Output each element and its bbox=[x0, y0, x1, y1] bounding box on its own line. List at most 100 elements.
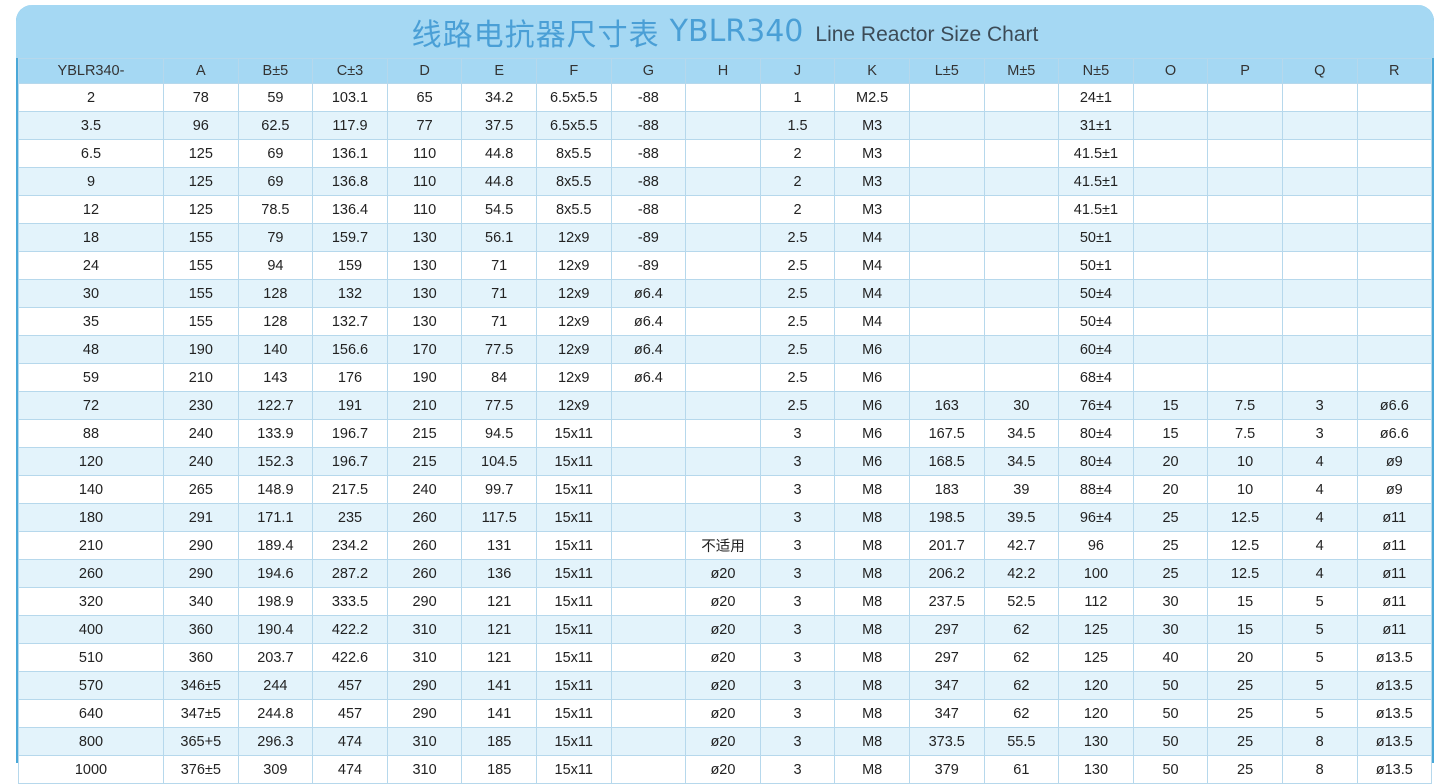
table-cell: 41.5±1 bbox=[1058, 167, 1134, 196]
table-cell bbox=[1281, 251, 1358, 280]
table-cell bbox=[610, 391, 687, 420]
table-cell bbox=[908, 167, 985, 196]
table-cell: ø20 bbox=[685, 671, 761, 700]
table-cell: 132 bbox=[312, 279, 388, 308]
table-cell: 3 bbox=[759, 615, 836, 644]
table-cell: M8 bbox=[834, 755, 910, 784]
table-cell: 31±1 bbox=[1058, 111, 1134, 140]
table-row: 2 78 59 103.1 65 34.2 6.5x5.5 -88 1 M2.5 24±1 bbox=[18, 83, 1433, 112]
table-cell: M8 bbox=[834, 615, 910, 644]
table-cell: ø13.5 bbox=[1356, 671, 1433, 700]
table-cell: 15x11 bbox=[535, 419, 612, 448]
table-cell: M6 bbox=[834, 391, 910, 420]
table-cell: ø11 bbox=[1356, 503, 1433, 532]
table-cell: 132.7 bbox=[312, 307, 388, 336]
table-cell: 88±4 bbox=[1058, 475, 1134, 504]
table-cell: 230 bbox=[163, 391, 239, 420]
table-cell bbox=[685, 447, 761, 476]
table-cell: 20 bbox=[1132, 475, 1209, 504]
table-cell: ø11 bbox=[1356, 587, 1433, 616]
table-cell bbox=[1356, 223, 1433, 252]
table-cell: M4 bbox=[834, 223, 910, 252]
table-cell: 3 bbox=[759, 447, 836, 476]
table-cell: 110 bbox=[386, 195, 463, 224]
table-cell: 244 bbox=[237, 671, 314, 700]
table-cell: 310 bbox=[386, 643, 463, 672]
table-cell: 140 bbox=[18, 475, 164, 504]
column-header: Q bbox=[1281, 58, 1358, 84]
table-cell bbox=[610, 419, 687, 448]
table-cell: 25 bbox=[1207, 699, 1283, 728]
table-cell: 310 bbox=[386, 755, 463, 784]
table-cell: 474 bbox=[312, 727, 388, 756]
table-cell: 143 bbox=[237, 363, 314, 392]
title-chinese: 线路电抗器尺寸表 bbox=[411, 17, 660, 53]
table-cell: ø6.6 bbox=[1356, 391, 1433, 420]
table-cell: 30 bbox=[18, 279, 164, 308]
table-cell: ø6.4 bbox=[610, 363, 687, 392]
table-cell: 140 bbox=[237, 335, 314, 364]
table-cell: -88 bbox=[610, 195, 687, 224]
table-cell: M3 bbox=[834, 139, 910, 168]
table-cell: 136 bbox=[461, 559, 537, 588]
table-cell: 62 bbox=[983, 699, 1060, 728]
table-cell bbox=[983, 83, 1060, 112]
table-cell: 5 bbox=[1281, 587, 1358, 616]
table-cell bbox=[1207, 83, 1283, 112]
table-row: 320 340 198.9 333.5 290 121 15x11 ø20 3 M8 237.5 52… bbox=[18, 587, 1433, 616]
table-cell: 152.3 bbox=[237, 447, 314, 476]
size-table: YBLR340- A B±5 C±3 D E F G H J K L±5 M±5 N±5 O P Q R 2 78 5… bbox=[18, 58, 1433, 784]
table-cell bbox=[1207, 111, 1283, 140]
table-cell bbox=[610, 615, 687, 644]
table-cell: 3 bbox=[1281, 391, 1358, 420]
table-cell bbox=[1132, 139, 1209, 168]
table-cell: ø20 bbox=[685, 755, 761, 784]
table-cell: 1.5 bbox=[759, 111, 836, 140]
table-cell: 210 bbox=[163, 363, 239, 392]
table-cell: 94.5 bbox=[461, 419, 537, 448]
table-cell: 260 bbox=[18, 559, 164, 588]
table-cell bbox=[1207, 167, 1283, 196]
table-cell: M8 bbox=[834, 643, 910, 672]
table-cell: 77 bbox=[386, 111, 463, 140]
table-cell: 194.6 bbox=[237, 559, 314, 588]
table-cell: -88 bbox=[610, 83, 687, 112]
table-cell: 15x11 bbox=[535, 755, 612, 784]
table-cell: 176 bbox=[312, 363, 388, 392]
table-cell: 510 bbox=[18, 643, 164, 672]
table-cell: 117.5 bbox=[461, 503, 537, 532]
table-cell: 50±1 bbox=[1058, 251, 1134, 280]
table-cell: -88 bbox=[610, 167, 687, 196]
table-cell: ø9 bbox=[1356, 475, 1433, 504]
table-cell: 100 bbox=[1058, 559, 1134, 588]
table-cell: 125 bbox=[163, 195, 239, 224]
table-cell: 167.5 bbox=[908, 419, 985, 448]
table-cell: 80±4 bbox=[1058, 447, 1134, 476]
table-cell: 125 bbox=[163, 167, 239, 196]
table-cell: 79 bbox=[237, 223, 314, 252]
table-cell: 340 bbox=[163, 587, 239, 616]
table-cell bbox=[1281, 139, 1358, 168]
table-cell: 297 bbox=[908, 643, 985, 672]
table-cell: 2.5 bbox=[759, 307, 836, 336]
table-cell: 15x11 bbox=[535, 587, 612, 616]
table-cell: 96±4 bbox=[1058, 503, 1134, 532]
table-cell: ø11 bbox=[1356, 615, 1433, 644]
table-cell: 12x9 bbox=[535, 391, 612, 420]
table-cell: 48 bbox=[18, 335, 164, 364]
table-cell bbox=[1356, 139, 1433, 168]
table-cell: 84 bbox=[461, 363, 537, 392]
title-bar: 线路电抗器尺寸表 YBLR340 Line Reactor Size Chart bbox=[16, 5, 1434, 58]
table-cell bbox=[1132, 363, 1209, 392]
table-cell: 2.5 bbox=[759, 335, 836, 364]
table-cell: 55.5 bbox=[983, 727, 1060, 756]
table-cell: 155 bbox=[163, 279, 239, 308]
table-cell: 155 bbox=[163, 307, 239, 336]
table-cell bbox=[685, 419, 761, 448]
table-cell: M3 bbox=[834, 167, 910, 196]
table-cell: M8 bbox=[834, 559, 910, 588]
table-cell bbox=[1356, 251, 1433, 280]
table-cell: ø20 bbox=[685, 615, 761, 644]
table-cell: 18 bbox=[18, 223, 164, 252]
table-cell: 265 bbox=[163, 475, 239, 504]
